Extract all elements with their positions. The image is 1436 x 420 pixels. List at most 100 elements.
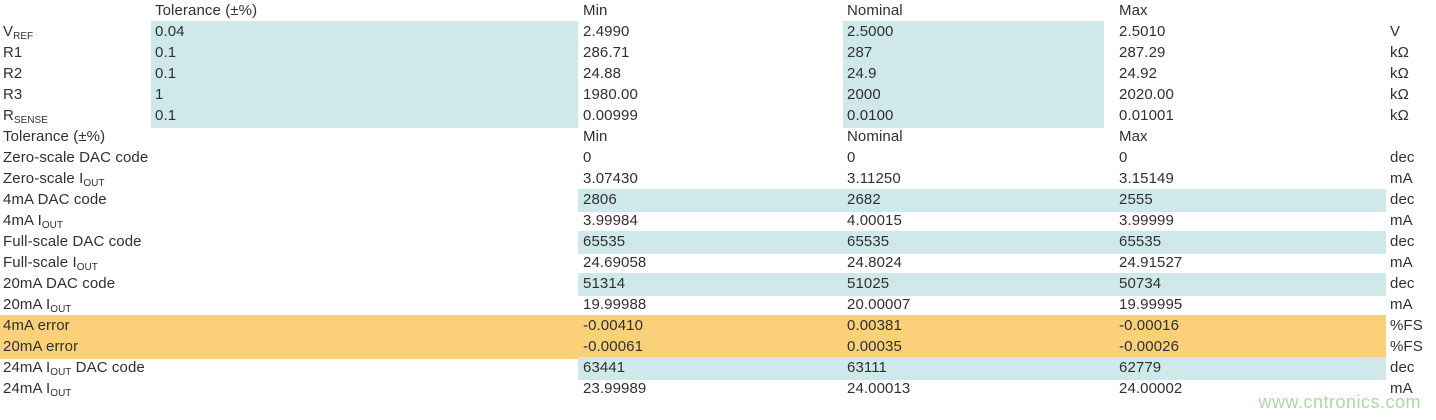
- header-blank: [0, 0, 151, 21]
- tolerance-table: Tolerance (±%) Min Nominal Max VREF 0.04…: [0, 0, 1436, 401]
- label-text: 4mA DAC code: [3, 191, 107, 208]
- row-label: VREF: [0, 21, 151, 44]
- table-row-4ma-error: 4mA error -0.00410 0.00381 -0.00016 %FS: [0, 315, 1436, 338]
- cell-unit: dec: [1390, 359, 1415, 376]
- cell-max: 2.5010: [1119, 23, 1166, 40]
- cell-min: 24.88: [583, 65, 622, 82]
- label-text: 20mA DAC code: [3, 275, 116, 292]
- header-min: Min: [583, 2, 608, 19]
- cell-tolerance: [151, 231, 578, 254]
- row-label: 24mA IOUT: [0, 378, 151, 401]
- cell-nominal: 24.9: [843, 63, 1104, 86]
- site-watermark: www.cntronics.com: [1258, 392, 1421, 412]
- cell-tolerance: [151, 210, 578, 233]
- cell-max: 65535: [1104, 231, 1386, 254]
- cell-min: 63441: [578, 357, 843, 380]
- row-label: 4mA error: [0, 315, 151, 338]
- table-row-4ma-iout: 4mA IOUT 3.99984 4.00015 3.99999 mA: [0, 210, 1436, 231]
- header-nominal-2: Nominal: [847, 128, 903, 145]
- label-text: R3: [3, 86, 23, 103]
- cell-nominal: 4.00015: [847, 212, 902, 229]
- cell-max: 19.99995: [1119, 296, 1183, 313]
- cell-unit: dec: [1390, 149, 1415, 166]
- cell-tolerance: 0.1: [151, 63, 578, 86]
- cell-min: 3.07430: [583, 170, 638, 187]
- cell-tolerance: [151, 252, 578, 275]
- cell-nominal: 3.11250: [847, 170, 901, 187]
- label-text: Full-scale DAC code: [3, 233, 142, 250]
- label-subscript: REF: [13, 31, 34, 42]
- header-blank-2: [151, 126, 578, 147]
- table-row-20ma-error: 20mA error -0.00061 0.00035 -0.00026 %FS: [0, 336, 1436, 359]
- row-label: R3: [0, 84, 151, 107]
- row-label: 4mA DAC code: [0, 189, 151, 212]
- label-text: 4mA I: [3, 212, 42, 229]
- table-row-r3: R3 1 1980.00 2000 2020.00 kΩ: [0, 84, 1436, 107]
- cell-unit: mA: [1390, 254, 1413, 271]
- row-label: R1: [0, 42, 151, 65]
- cell-nominal: 0.00035: [843, 336, 1104, 359]
- cell-min: 0.00999: [583, 107, 638, 124]
- label-text: 24mA I: [3, 380, 51, 397]
- cell-max: 2020.00: [1119, 86, 1174, 103]
- cell-nominal: 20.00007: [847, 296, 911, 313]
- cell-unit: mA: [1390, 212, 1413, 229]
- cell-max: 3.99999: [1119, 212, 1174, 229]
- cell-min: 286.71: [583, 44, 630, 61]
- label-text: Zero-scale DAC code: [3, 149, 149, 166]
- cell-min: 2806: [578, 189, 843, 212]
- header-unit: [1386, 0, 1436, 21]
- cell-max: 24.91527: [1119, 254, 1183, 271]
- cell-max: 3.15149: [1119, 170, 1174, 187]
- cell-unit: dec: [1390, 275, 1415, 292]
- cell-nominal: 0: [847, 149, 856, 166]
- cell-unit: V: [1390, 23, 1401, 40]
- cell-unit: mA: [1390, 380, 1413, 397]
- header-min-2: Min: [583, 128, 608, 145]
- label-text: V: [3, 23, 14, 40]
- table-row-r1: R1 0.1 286.71 287 287.29 kΩ: [0, 42, 1436, 65]
- cell-min: 23.99989: [583, 380, 647, 397]
- cell-unit: kΩ: [1390, 86, 1409, 103]
- table-row-24ma-iout-dac-code: 24mA IOUT DAC code 63441 63111 62779 dec: [0, 357, 1436, 380]
- row-label: 4mA IOUT: [0, 210, 151, 233]
- cell-max: 287.29: [1119, 44, 1166, 61]
- row-label: 20mA DAC code: [0, 273, 151, 296]
- cell-min: 3.99984: [583, 212, 638, 229]
- cell-nominal: 0.00381: [843, 315, 1104, 338]
- cell-max: 24.00002: [1119, 380, 1183, 397]
- cell-unit: dec: [1390, 191, 1415, 208]
- cell-min: 0: [583, 149, 592, 166]
- table-row-4ma-dac-code: 4mA DAC code 2806 2682 2555 dec: [0, 189, 1436, 212]
- cell-min: -0.00061: [578, 336, 843, 359]
- cell-unit: dec: [1390, 233, 1415, 250]
- cell-tolerance: [151, 294, 578, 317]
- row-label: 24mA IOUT DAC code: [0, 357, 151, 380]
- cell-unit: %FS: [1390, 317, 1423, 334]
- label-subscript: OUT: [50, 367, 72, 378]
- label-text: Zero-scale I: [3, 170, 84, 187]
- row-label: R2: [0, 63, 151, 86]
- cell-min: 24.69058: [583, 254, 647, 271]
- table-row-zero-scale-dac-code: Zero-scale DAC code 0 0 0 dec: [0, 147, 1436, 168]
- label-subscript: SENSE: [13, 115, 48, 126]
- label-text: R: [3, 107, 14, 124]
- cell-tolerance: [151, 147, 578, 170]
- table-header-row: Tolerance (±%) Min Nominal Max: [0, 0, 1436, 21]
- cell-min: 51314: [578, 273, 843, 296]
- row-label: Zero-scale DAC code: [0, 147, 151, 170]
- label-subscript: OUT: [50, 388, 72, 399]
- label-suffix: DAC code: [71, 359, 145, 376]
- label-text: Tolerance (±%): [3, 128, 106, 145]
- label-subscript: OUT: [83, 178, 105, 189]
- cell-tolerance: 0.1: [151, 42, 578, 65]
- table-row-full-scale-iout: Full-scale IOUT 24.69058 24.8024 24.9152…: [0, 252, 1436, 273]
- cell-nominal: 51025: [843, 273, 1104, 296]
- cell-nominal: 0.0100: [843, 105, 1104, 128]
- cell-tolerance: [151, 273, 578, 296]
- row-label: Full-scale DAC code: [0, 231, 151, 254]
- cell-nominal: 65535: [843, 231, 1104, 254]
- cell-max: 50734: [1104, 273, 1386, 296]
- row-label: Full-scale IOUT: [0, 252, 151, 275]
